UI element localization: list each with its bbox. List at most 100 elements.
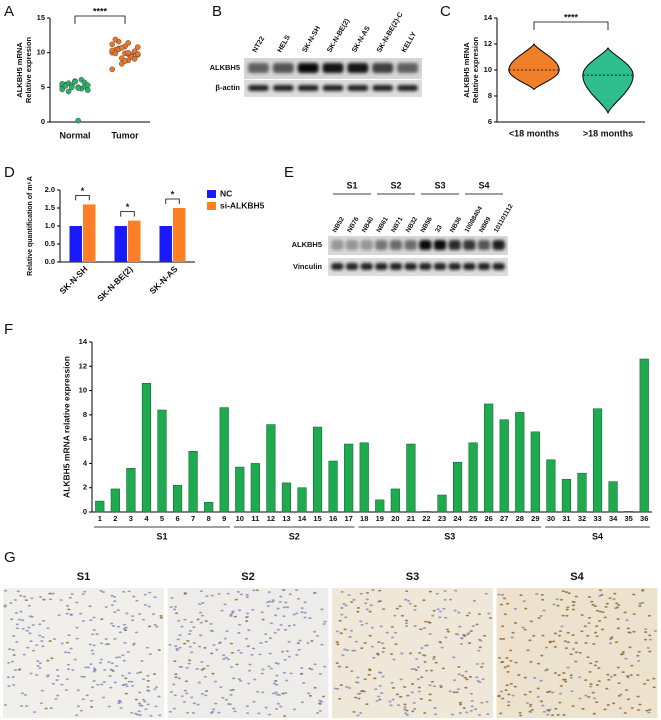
- nucleus: [79, 709, 84, 712]
- nucleus: [247, 629, 251, 632]
- nucleus: [26, 646, 30, 649]
- nucleus: [55, 668, 59, 671]
- nucleus: [356, 606, 360, 609]
- x-tick-label: 25: [469, 514, 477, 523]
- blot-band: [347, 85, 369, 91]
- nucleus: [503, 666, 507, 669]
- blot-band: [375, 240, 388, 250]
- blot-band: [397, 63, 419, 73]
- nucleus: [10, 618, 14, 621]
- image-title: S2: [241, 571, 254, 583]
- nucleus: [536, 662, 541, 665]
- lane-label: NB40: [361, 216, 376, 234]
- nucleus: [618, 707, 622, 710]
- nucleus: [88, 643, 92, 646]
- nucleus: [296, 597, 301, 600]
- nucleus: [271, 692, 276, 695]
- nucleus: [405, 714, 410, 716]
- nucleus: [40, 689, 44, 692]
- bar: [173, 208, 186, 262]
- nucleus: [177, 677, 181, 680]
- nucleus: [147, 605, 151, 608]
- x-tick-label: 19: [376, 514, 384, 523]
- nucleus: [529, 703, 533, 706]
- nucleus: [574, 651, 579, 654]
- y-tick-label: 10: [79, 386, 87, 395]
- nucleus: [148, 653, 152, 655]
- nucleus: [298, 639, 302, 642]
- nucleus: [564, 647, 569, 650]
- nucleus: [27, 604, 31, 607]
- nucleus: [229, 614, 233, 617]
- nucleus: [369, 604, 373, 607]
- nucleus: [189, 621, 194, 624]
- significance-bracket: [165, 198, 180, 204]
- data-point: [122, 58, 128, 64]
- nucleus: [25, 705, 29, 708]
- nucleus: [198, 603, 202, 606]
- nucleus: [378, 684, 382, 687]
- group-label: S2: [289, 531, 300, 541]
- lane-label: 101101112: [493, 203, 515, 234]
- nucleus: [183, 689, 187, 692]
- nucleus: [486, 713, 490, 716]
- nucleus: [20, 619, 25, 622]
- nucleus: [469, 630, 473, 632]
- nucleus: [344, 604, 348, 607]
- nucleus: [56, 694, 60, 697]
- nucleus: [506, 665, 510, 667]
- nucleus: [529, 661, 533, 663]
- y-tick-label: 10: [484, 65, 492, 74]
- lane-label: NB69: [478, 216, 493, 234]
- nucleus: [283, 658, 287, 661]
- lane-label: SK-N-SH: [301, 25, 322, 54]
- nucleus: [99, 589, 103, 592]
- nucleus: [210, 594, 214, 597]
- blot-band: [322, 85, 344, 91]
- bar: [421, 511, 432, 513]
- nucleus: [267, 591, 271, 593]
- nucleus: [404, 619, 409, 622]
- nucleus: [478, 681, 482, 683]
- nucleus: [118, 631, 122, 634]
- nucleus: [81, 593, 85, 596]
- bar: [114, 226, 127, 262]
- nucleus: [613, 674, 617, 676]
- nucleus: [637, 650, 641, 653]
- nucleus: [187, 633, 192, 635]
- nucleus: [333, 687, 337, 690]
- nucleus: [641, 589, 645, 591]
- nucleus: [236, 591, 240, 593]
- nucleus: [626, 627, 631, 630]
- y-axis-label: ALKBH5 mRNA: [462, 42, 471, 98]
- nucleus: [632, 613, 636, 615]
- blot-band: [389, 263, 403, 270]
- nucleus: [638, 602, 642, 605]
- nucleus: [308, 694, 313, 697]
- nucleus: [528, 690, 532, 693]
- legend-swatch: [207, 190, 216, 198]
- nucleus: [412, 667, 416, 670]
- nucleus: [377, 641, 381, 644]
- nucleus: [571, 608, 576, 611]
- nucleus: [214, 702, 218, 705]
- nucleus: [606, 673, 610, 676]
- nucleus: [350, 670, 354, 673]
- nucleus: [100, 683, 104, 686]
- x-tick-label: <18 months: [509, 128, 559, 138]
- nucleus: [143, 604, 148, 606]
- nucleus: [146, 703, 150, 706]
- nucleus: [578, 697, 582, 700]
- x-tick-label: 13: [282, 514, 290, 523]
- nucleus: [352, 598, 356, 601]
- nucleus: [99, 642, 104, 645]
- nucleus: [199, 590, 203, 593]
- nucleus: [509, 659, 513, 662]
- nucleus: [170, 597, 174, 599]
- nucleus: [113, 600, 117, 603]
- nucleus: [652, 686, 656, 689]
- nucleus: [80, 675, 84, 678]
- x-tick-label: 1: [98, 514, 102, 523]
- nucleus: [93, 669, 97, 671]
